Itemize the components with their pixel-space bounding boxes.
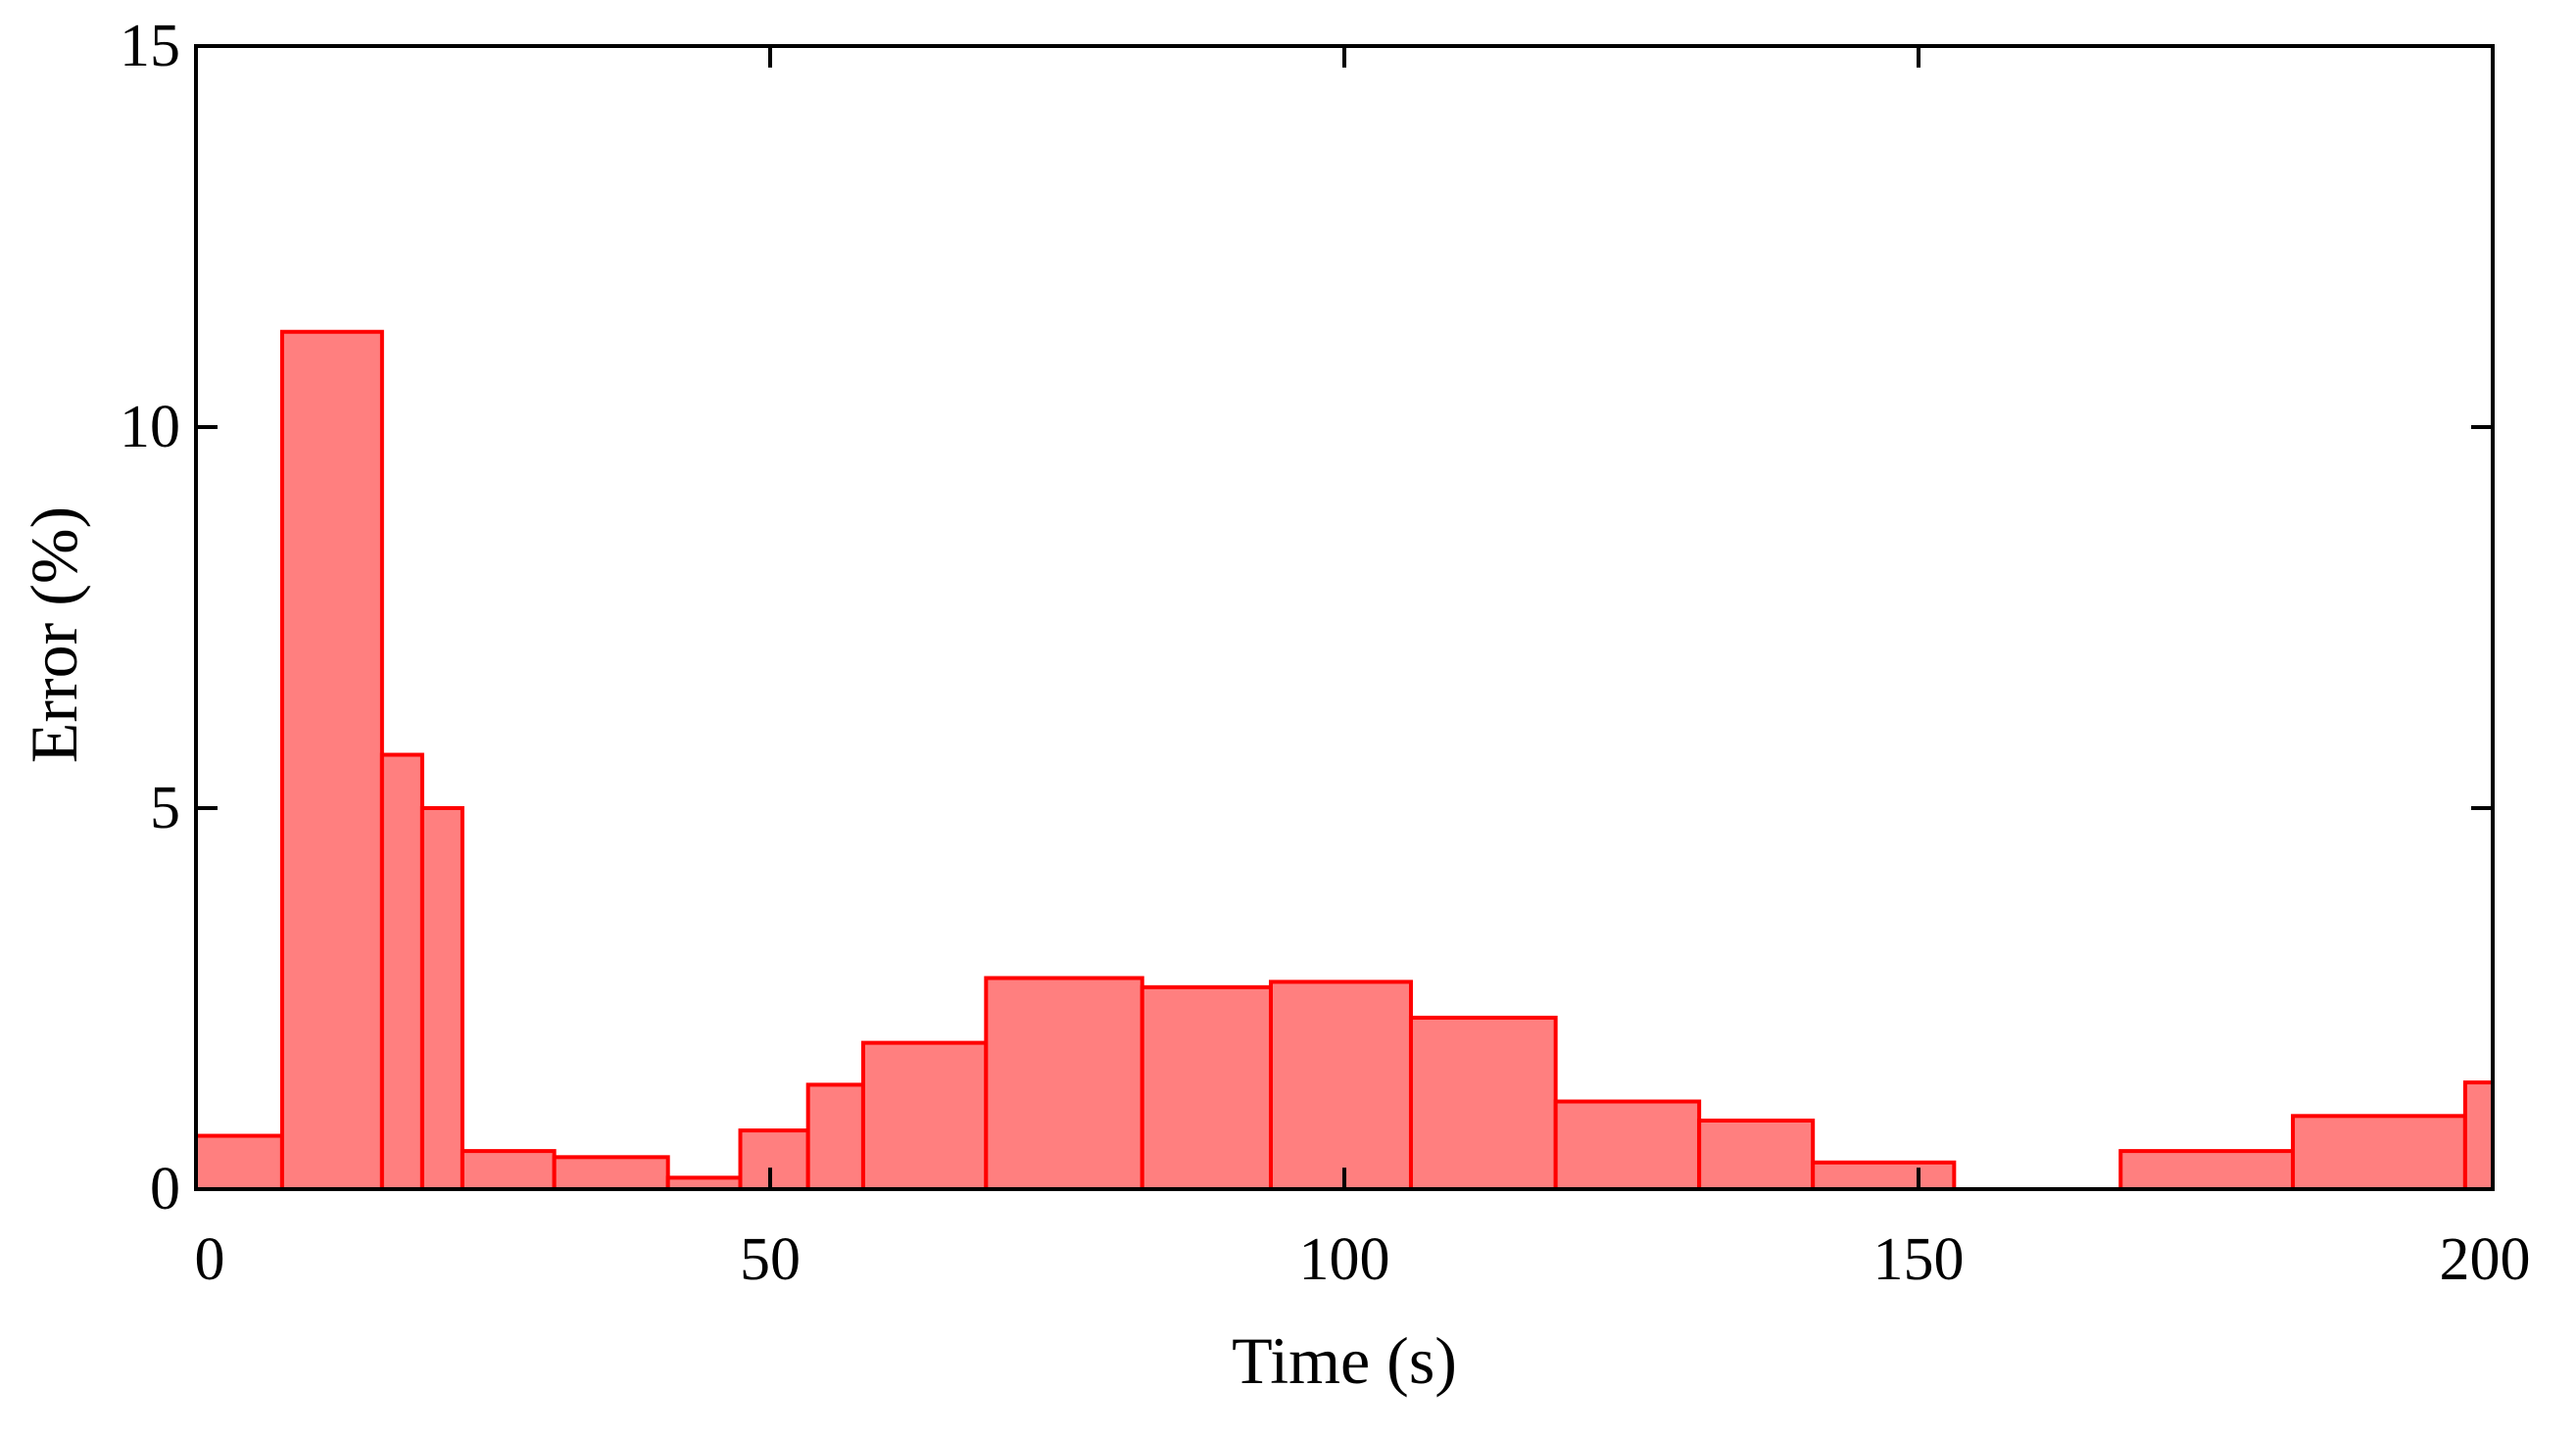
x-axis-label: Time (s) (1232, 1323, 1457, 1398)
x-tick-label: 0 (195, 1226, 225, 1293)
histogram-bar (1697, 1118, 1816, 1191)
x-tick-label: 50 (740, 1226, 801, 1293)
histogram-bar (860, 1040, 989, 1192)
histogram-bar (2118, 1149, 2296, 1191)
histogram-bar (2462, 1080, 2496, 1191)
histogram-bar (379, 752, 424, 1191)
histogram-bar (1408, 1015, 1558, 1191)
histogram-bar (2291, 1114, 2467, 1192)
histogram-bar (1268, 980, 1413, 1191)
x-tick-label: 100 (1299, 1226, 1390, 1293)
bars-group (194, 329, 2496, 1192)
histogram-bar (552, 1155, 670, 1191)
histogram-bar (984, 976, 1144, 1192)
histogram-bar (1140, 984, 1273, 1192)
histogram-bar (194, 1133, 284, 1192)
histogram-bar (1811, 1160, 1957, 1192)
y-tick-label: 0 (150, 1156, 180, 1222)
x-tick-label: 200 (2440, 1226, 2531, 1293)
histogram-bar (460, 1149, 557, 1191)
x-tick-label: 150 (1873, 1226, 1965, 1293)
histogram-bar (805, 1082, 865, 1191)
histogram-bar (1553, 1099, 1702, 1192)
y-axis-label: Error (%) (17, 506, 91, 763)
histogram-bar (279, 329, 384, 1191)
tick-labels-group: 0 50 100 150 200 0 5 10 15 (120, 13, 2531, 1293)
histogram-bar (419, 806, 464, 1191)
y-tick-label: 15 (120, 13, 180, 79)
histogram-bar (738, 1128, 810, 1191)
y-tick-label: 5 (150, 775, 180, 841)
y-tick-label: 10 (120, 394, 180, 460)
ticks-group (194, 44, 2495, 1191)
